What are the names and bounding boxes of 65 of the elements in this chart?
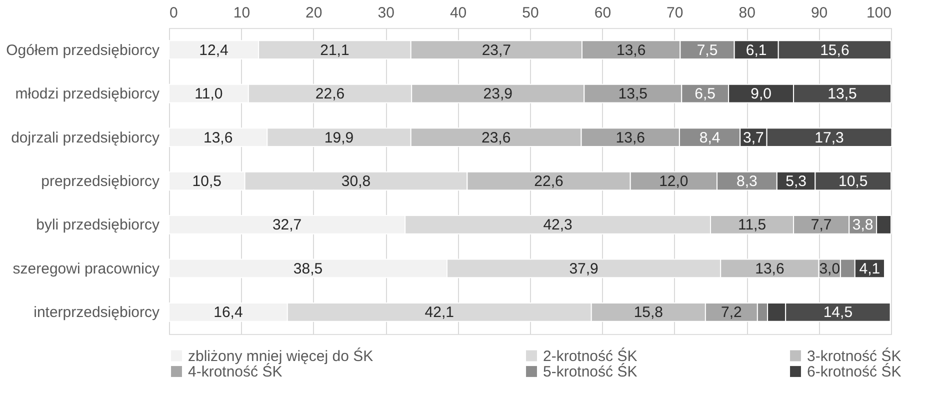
data-label: 3,8 bbox=[852, 216, 874, 234]
data-label: 13,6 bbox=[616, 42, 646, 59]
data-label: 4,1 bbox=[859, 260, 880, 278]
legend-label: 5-krotność ŚK bbox=[543, 362, 638, 380]
data-label: 30,8 bbox=[341, 173, 371, 190]
y-tick-label: preprzedsiębiorcy bbox=[41, 173, 160, 190]
y-tick-label: dojrzali przedsiębiorcy bbox=[11, 129, 160, 146]
data-label: 23,7 bbox=[482, 42, 512, 59]
data-label: 42,3 bbox=[543, 216, 572, 234]
data-label: 19,9 bbox=[324, 129, 354, 146]
data-label: 12,0 bbox=[659, 173, 688, 190]
data-label: 6,5 bbox=[694, 86, 716, 103]
data-label: 15,8 bbox=[634, 304, 664, 322]
x-tick-label: 60 bbox=[594, 4, 612, 22]
x-tick-label: 90 bbox=[810, 4, 828, 22]
legend-label: 6-krotność ŚK bbox=[807, 362, 902, 380]
data-label: 13,6 bbox=[616, 129, 645, 146]
data-label: 14,5 bbox=[823, 304, 853, 322]
data-label: 7,7 bbox=[810, 216, 832, 234]
data-label: 8,4 bbox=[699, 129, 720, 146]
y-tick-label: Ogółem przedsiębiorcy bbox=[6, 42, 160, 59]
x-tick-label: 30 bbox=[378, 4, 394, 22]
data-label: 13,6 bbox=[755, 260, 784, 278]
y-tick-label: młodzi przedsiębiorcy bbox=[15, 86, 160, 103]
y-tick-label: byli przedsiębiorcy bbox=[36, 216, 160, 234]
data-label: 11,5 bbox=[738, 216, 766, 234]
data-label: 37,9 bbox=[569, 260, 598, 278]
data-label: 15,6 bbox=[820, 42, 850, 59]
data-label: 11,0 bbox=[194, 86, 223, 103]
data-label: 32,7 bbox=[272, 216, 302, 234]
data-label: 17,3 bbox=[814, 129, 844, 146]
data-label: 13,5 bbox=[828, 86, 857, 103]
data-label: 3,0 bbox=[819, 260, 840, 278]
data-label: 9,0 bbox=[750, 86, 772, 103]
data-label: 8,3 bbox=[736, 173, 758, 190]
data-label: 42,1 bbox=[424, 304, 454, 322]
data-label: 10,5 bbox=[838, 173, 868, 190]
x-tick-label: 80 bbox=[738, 4, 756, 22]
data-label: 7,5 bbox=[696, 42, 718, 59]
data-label: 13,6 bbox=[203, 129, 233, 146]
data-label: 5,3 bbox=[786, 173, 806, 190]
x-tick-label: 70 bbox=[666, 4, 684, 22]
x-tick-label: 40 bbox=[450, 4, 467, 22]
data-label: 38,5 bbox=[293, 260, 323, 278]
data-label: 21,1 bbox=[320, 42, 350, 59]
data-label: 23,6 bbox=[481, 129, 511, 146]
legend-label: 4-krotność ŚK bbox=[188, 362, 282, 380]
x-tick-label: 20 bbox=[306, 4, 322, 22]
data-label: 6,1 bbox=[746, 42, 767, 59]
x-tick-label: 0 bbox=[170, 4, 178, 22]
y-tick-label: interprzedsiębiorcy bbox=[34, 304, 160, 322]
y-tick-label: szeregowi pracownicy bbox=[12, 260, 160, 278]
data-label: 10,5 bbox=[192, 173, 222, 190]
data-label: 23,9 bbox=[483, 86, 512, 103]
data-label: 22,6 bbox=[315, 86, 345, 103]
legend-label: zbliżony mniej więcej do ŚK bbox=[188, 346, 374, 365]
data-label: 12,4 bbox=[199, 42, 228, 59]
data-label: 7,2 bbox=[721, 304, 742, 322]
x-tick-label: 100 bbox=[866, 4, 892, 22]
data-label: 22,6 bbox=[534, 173, 564, 190]
data-label: 13,5 bbox=[618, 86, 648, 103]
data-label: 3,7 bbox=[743, 129, 764, 146]
data-label: 16,4 bbox=[214, 304, 243, 322]
x-tick-label: 10 bbox=[233, 4, 250, 22]
x-tick-label: 50 bbox=[522, 4, 539, 22]
